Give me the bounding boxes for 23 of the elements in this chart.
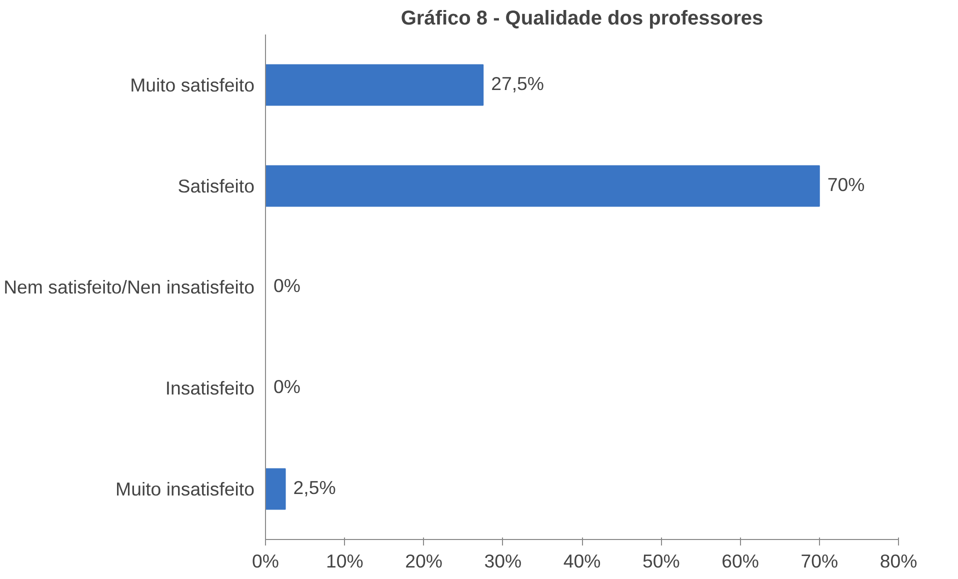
data-label: 27,5% [491,73,544,94]
x-tick-label: 0% [252,550,279,572]
x-tick-label: 30% [484,550,522,572]
y-tick-label: Muito satisfeito [130,74,255,96]
data-label: 70% [827,174,865,195]
y-tick-label: Satisfeito [178,176,255,196]
bar [266,165,820,207]
x-tick-label: 10% [326,550,364,572]
y-tick-label: Nem satisfeito/Nen insatisfeito [4,276,255,298]
x-tick-label: 20% [405,550,442,572]
bar [266,64,484,106]
y-tick-label: Muito insatisfeito [116,478,255,500]
data-label: 0% [274,275,300,296]
x-tick-label: 50% [642,550,680,572]
data-label: 0% [274,376,300,397]
x-tick-label: 40% [563,550,601,572]
x-tick-label: 80% [880,550,918,572]
y-tick-label: Insatisfeito [165,378,255,398]
bar [266,468,286,510]
x-tick-label: 70% [800,550,838,572]
data-label: 2,5% [293,477,336,498]
x-tick-label: 60% [722,550,759,572]
chart-title: Gráfico 8 - Qualidade dos professores [400,8,764,30]
